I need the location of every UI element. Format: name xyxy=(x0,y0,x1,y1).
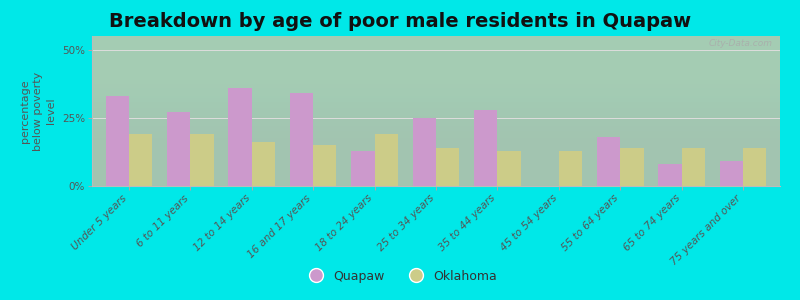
Bar xyxy=(106,96,129,186)
Bar xyxy=(597,137,620,186)
Bar xyxy=(620,148,644,186)
Bar xyxy=(190,134,214,186)
Bar xyxy=(228,88,252,186)
Text: Breakdown by age of poor male residents in Quapaw: Breakdown by age of poor male residents … xyxy=(109,12,691,31)
Bar xyxy=(252,142,275,186)
Bar xyxy=(290,93,313,186)
Bar xyxy=(167,112,190,186)
Legend: Quapaw, Oklahoma: Quapaw, Oklahoma xyxy=(298,265,502,288)
Text: City-Data.com: City-Data.com xyxy=(709,39,773,48)
Bar xyxy=(559,151,582,186)
Bar xyxy=(682,148,705,186)
Bar xyxy=(658,164,682,186)
Bar xyxy=(413,118,436,186)
Y-axis label: percentage
below poverty
level: percentage below poverty level xyxy=(20,71,56,151)
Bar xyxy=(351,151,374,186)
Bar xyxy=(129,134,152,186)
Bar xyxy=(436,148,459,186)
Bar xyxy=(743,148,766,186)
Bar xyxy=(374,134,398,186)
Bar xyxy=(313,145,337,186)
Bar xyxy=(498,151,521,186)
Bar xyxy=(720,161,743,186)
Bar xyxy=(474,110,498,186)
